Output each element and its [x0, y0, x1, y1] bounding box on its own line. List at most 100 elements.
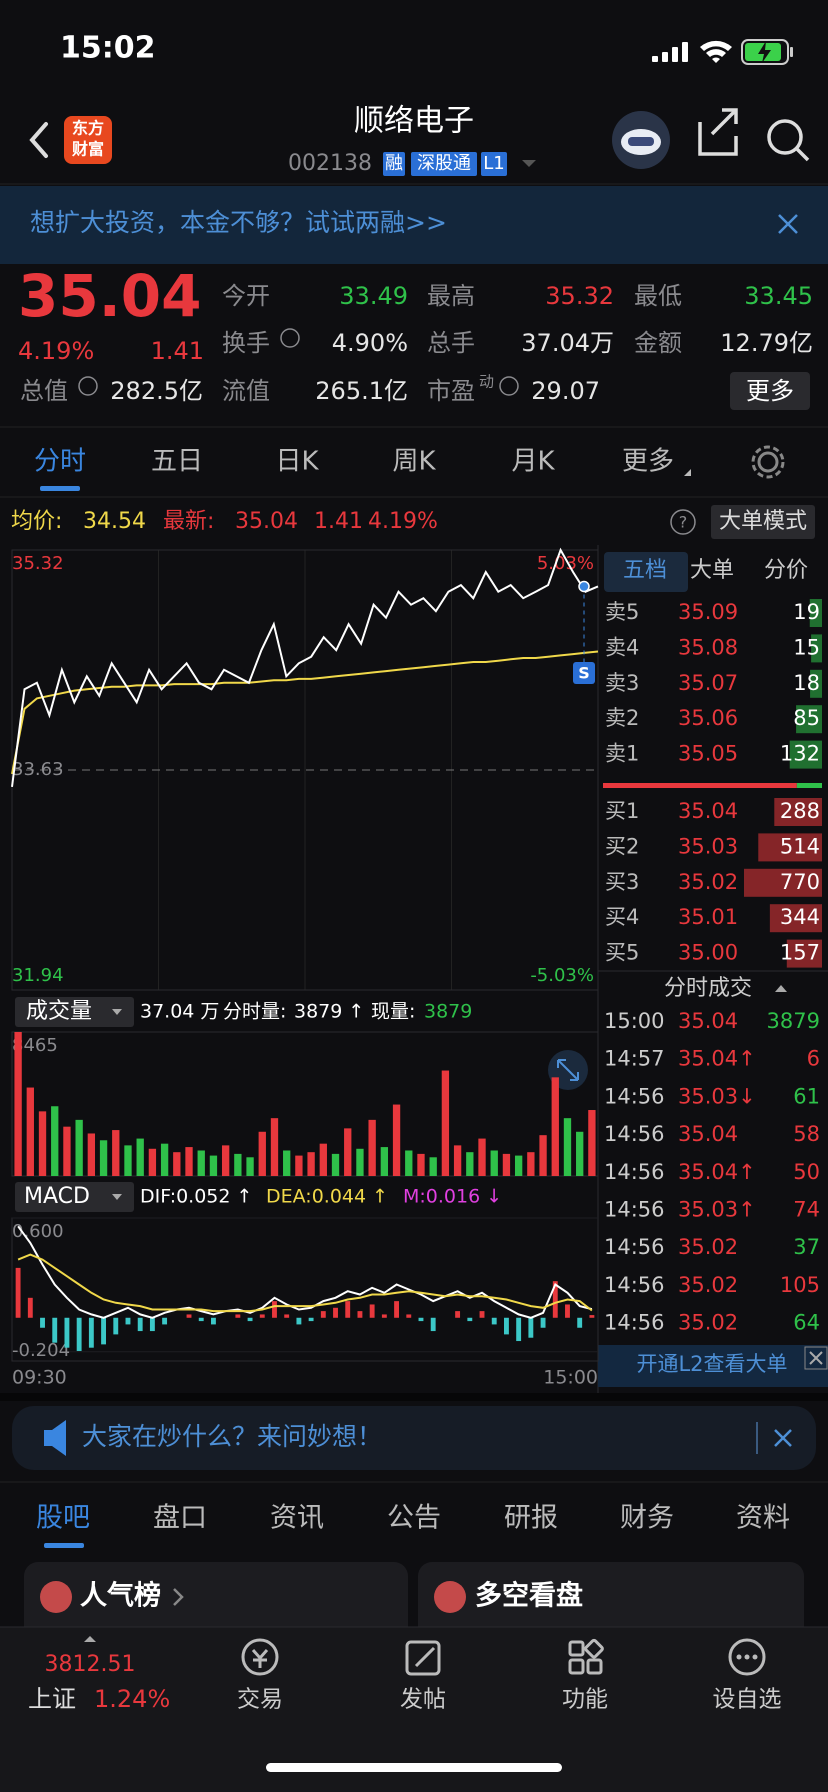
badge-bg	[573, 662, 595, 684]
l2-close[interactable]	[804, 1346, 828, 1370]
section-tab[interactable]: 财务	[620, 1503, 674, 1534]
trade-volume: 3879	[767, 1009, 820, 1033]
macd-bar	[540, 1317, 546, 1328]
ad-bar[interactable]	[12, 1406, 816, 1470]
macd-bar	[52, 1317, 58, 1343]
ad-close[interactable]	[774, 1429, 792, 1447]
card-icon	[434, 1581, 466, 1613]
section-tab[interactable]: 股吧	[36, 1503, 90, 1534]
volume-bar	[576, 1131, 584, 1176]
book-tab[interactable]: 大单	[690, 558, 734, 583]
l2-link[interactable]: 开通L2查看大单	[636, 1352, 787, 1376]
bid-ratio	[603, 783, 797, 788]
volume-selector[interactable]	[15, 997, 134, 1027]
share-button[interactable]	[698, 108, 738, 156]
volume-bar	[514, 1155, 523, 1176]
tab[interactable]: 分时	[34, 447, 86, 477]
dea-value: DEA:0.044 ↑	[266, 1186, 388, 1208]
field-value: 12.79亿	[720, 329, 813, 357]
tab-indicator	[44, 1543, 84, 1548]
card[interactable]	[418, 1562, 804, 1642]
book-volume: 770	[780, 870, 820, 894]
book-volume: 19	[793, 600, 820, 624]
index-name[interactable]: 上证	[28, 1685, 76, 1713]
change: 1.41	[151, 337, 204, 365]
settings-button[interactable]	[757, 451, 779, 473]
info-icon[interactable]	[280, 328, 300, 348]
nav-item[interactable]: 设自选	[713, 1687, 782, 1713]
collapse-arrow[interactable]	[775, 985, 787, 992]
nav-item[interactable]: 交易	[237, 1687, 283, 1713]
tab[interactable]: 日K	[275, 447, 319, 477]
section-tab[interactable]: 资料	[736, 1503, 790, 1534]
volume-total: 37.04 万	[140, 1001, 219, 1023]
section-tab[interactable]: 公告	[387, 1503, 441, 1534]
nav-item[interactable]: 发帖	[400, 1687, 446, 1713]
depth-bar	[786, 939, 822, 968]
volume-selector-label[interactable]: 成交量	[26, 999, 92, 1024]
book-tab[interactable]: 分价	[764, 558, 808, 583]
section-tab[interactable]: 资讯	[270, 1503, 324, 1534]
y-tick-label: 0.600	[12, 1221, 64, 1242]
mode-button[interactable]	[711, 505, 815, 539]
info-icon[interactable]	[78, 376, 98, 396]
macd-bar	[467, 1317, 473, 1322]
more-button[interactable]	[730, 372, 810, 410]
depth-bar	[796, 705, 822, 734]
nav-item[interactable]: 功能	[562, 1687, 608, 1713]
tab[interactable]: 五日	[151, 447, 203, 477]
ask-ratio	[796, 783, 822, 788]
section-tab[interactable]: 盘口	[153, 1503, 207, 1534]
banner[interactable]	[0, 186, 828, 264]
info-icon[interactable]	[499, 376, 519, 396]
macd-bar	[259, 1314, 265, 1318]
book-volume: 85	[793, 706, 820, 730]
index-pct[interactable]: 1.24%	[94, 1685, 170, 1713]
trade-time: 14:56	[604, 1235, 665, 1259]
search-button[interactable]	[767, 119, 803, 155]
trade-time: 14:56	[604, 1122, 665, 1146]
l2-button[interactable]	[598, 1345, 828, 1387]
banner-close[interactable]	[778, 214, 798, 234]
back-button[interactable]	[29, 122, 48, 158]
current-value: 3879	[424, 1001, 472, 1023]
ad-text[interactable]: 大家在炒什么？来问妙想！	[82, 1422, 382, 1451]
section-tab[interactable]: 研报	[504, 1503, 558, 1534]
field-label: 最高	[427, 282, 475, 310]
tab[interactable]: 月K	[511, 447, 555, 477]
latest-value: 35.04	[235, 509, 298, 534]
stock-code: 002138	[288, 151, 372, 176]
y-tick-label: 8465	[12, 1035, 58, 1056]
field-label: 市盈	[427, 377, 475, 405]
volume-bar	[258, 1131, 266, 1176]
macd-bar	[491, 1317, 497, 1325]
macd-selector-label[interactable]: MACD	[24, 1184, 90, 1209]
index-value[interactable]: 3812.51	[45, 1652, 136, 1677]
book-label: 买3	[605, 870, 639, 894]
card[interactable]	[24, 1562, 408, 1642]
tab[interactable]: 周K	[392, 447, 436, 477]
dropdown-arrow[interactable]	[522, 160, 536, 167]
card-title[interactable]: 人气榜	[80, 1580, 161, 1612]
logo[interactable]	[64, 116, 112, 164]
macd-selector[interactable]	[15, 1182, 134, 1212]
volume-bar	[319, 1143, 327, 1176]
book-tab[interactable]: 五档	[623, 558, 667, 583]
help-icon[interactable]	[670, 509, 696, 535]
trade-time: 14:56	[604, 1084, 665, 1108]
macd-bar	[296, 1317, 302, 1325]
volume-bar	[63, 1126, 71, 1176]
volume-bar	[429, 1157, 437, 1176]
mode-label[interactable]: 大单模式	[719, 509, 807, 534]
dropdown-arrow	[112, 1194, 122, 1200]
more-label[interactable]: 更多	[746, 377, 794, 405]
card-title[interactable]: 多空看盘	[475, 1580, 583, 1612]
macd-bar	[589, 1315, 595, 1318]
tab[interactable]: 更多	[622, 447, 674, 477]
trade-price: 35.04	[678, 1122, 738, 1146]
trade-time: 14:56	[604, 1273, 665, 1297]
y-tick-label: 35.32	[12, 553, 64, 574]
volume-bar	[51, 1106, 59, 1176]
banner-text[interactable]: 想扩大投资，本金不够？试试两融>>	[30, 208, 447, 237]
macd-bar	[577, 1317, 583, 1328]
